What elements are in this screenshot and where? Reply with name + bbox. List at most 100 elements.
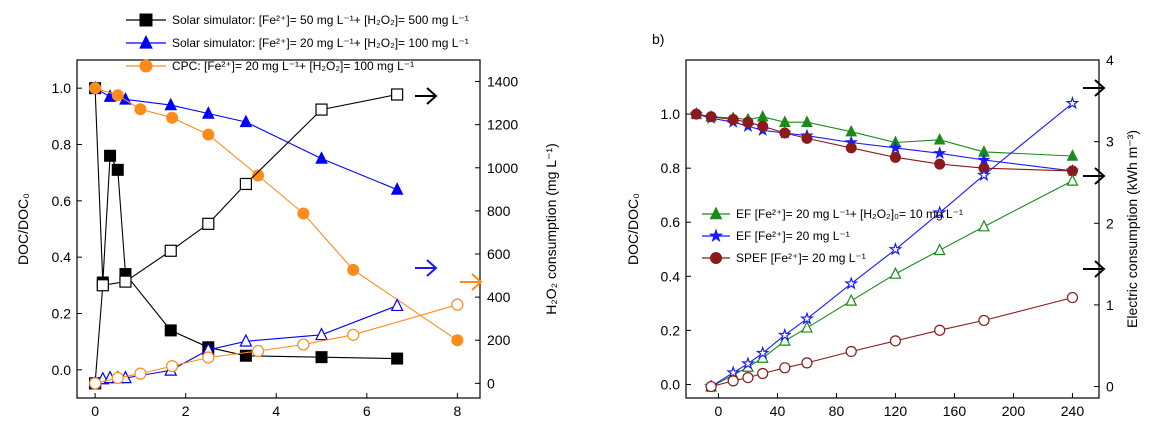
chart-panel-a: 0 2 4 6 8 0.0 0.2 0.4 0.6 0.8 1.0 0 200 400 600 800 1000… [15,13,559,424]
data-point [742,371,754,384]
data-point [779,362,791,374]
data-point [978,314,990,327]
legend-item: CPC: [Fe²⁺]= 20 mg L⁻¹+ [H₂O₂]= 100 mg L… [126,59,414,73]
data-point [756,109,769,122]
y-right-tick-label: 1 [1106,297,1114,313]
y-right-tick-label: 800 [487,203,511,219]
data-point [726,365,741,379]
data-point [347,328,360,341]
data-point [96,279,109,292]
data-point [976,167,991,182]
axis-arrow [1083,79,1106,97]
y-left-tick-label: 0.6 [661,214,681,230]
x-tick-label: 240 [1061,403,1085,419]
series-line [94,88,398,360]
data-point [134,367,147,380]
data-point [239,349,252,362]
data-point [111,163,124,176]
data-point [391,352,404,365]
legend-label: Solar simulator: [Fe²⁺]= 20 mg L⁻¹+ [H₂O… [172,36,469,50]
axis-arrow [415,87,438,105]
series-a-5 [89,298,464,390]
y-right-axis-label: H₂O₂ consumption (mg L⁻¹) [543,143,559,315]
data-point [934,324,946,336]
axis-arrow [1083,260,1106,278]
data-point [801,115,813,127]
data-point [202,128,215,141]
data-point [134,103,147,116]
x-tick-label: 120 [884,403,908,419]
y-left-tick-label: 0.2 [52,306,72,322]
data-point [889,266,902,279]
y-left-tick-label: 0.0 [661,376,681,392]
y-left-tick-label: 0.8 [52,137,72,153]
legend-label: EF [Fe²⁺]= 20 mg L⁻¹ [736,229,850,243]
x-tick-label: 80 [829,403,845,419]
data-point [89,377,102,390]
x-tick-label: 6 [363,403,371,419]
data-point [164,324,177,337]
series-b-0 [690,107,1079,161]
data-point [777,327,792,342]
axis-arrow [415,259,438,277]
legend-marker [710,252,722,264]
data-point [757,367,769,380]
data-point [104,149,117,162]
y-right-tick-label: 3 [1106,134,1114,150]
legend-item: Solar simulator: [Fe²⁺]= 20 mg L⁻¹+ [H₂O… [126,35,469,50]
data-point [1066,173,1079,186]
series-b-2 [690,108,1078,177]
y-left-tick-label: 0.4 [52,249,72,265]
x-tick-label: 0 [715,403,723,419]
data-point [1066,291,1079,304]
axis-arrow [1083,167,1106,185]
legend-marker [139,13,153,27]
data-point [347,263,360,276]
data-point [888,140,903,154]
legend-item: EF [Fe²⁺]= 20 mg L⁻¹ [702,228,850,243]
legend-label: Solar simulator: [Fe²⁺]= 50 mg L⁻¹+ [H₂O… [172,13,469,27]
data-point [391,88,404,101]
data-point [315,351,328,364]
data-point [844,276,859,290]
data-point [119,275,132,288]
legend-item: EF [Fe²⁺]= 20 mg L⁻¹+ [H₂O₂]₀= 10 mg L⁻¹ [702,206,963,221]
data-point [888,242,903,256]
y-left-tick-label: 1.0 [52,80,72,96]
y-right-tick-label: 4 [1106,52,1114,68]
plot-frame [76,59,481,399]
legend-marker [139,59,153,73]
legend-label: CPC: [Fe²⁺]= 20 mg L⁻¹+ [H₂O₂]= 100 mg L… [172,59,414,73]
x-tick-label: 200 [1002,403,1026,419]
series-line [94,304,458,384]
data-point [755,345,770,360]
data-point [742,116,754,128]
data-point [727,113,739,125]
data-point [297,207,310,220]
data-point [111,89,124,102]
legend-label: EF [Fe²⁺]= 20 mg L⁻¹+ [H₂O₂]₀= 10 mg L⁻¹ [736,207,963,221]
y-right-tick-label: 200 [487,332,511,348]
data-point [390,298,404,312]
data-point [889,151,901,163]
series-a-1 [88,80,404,195]
data-point [239,114,253,128]
data-point [801,357,813,369]
x-tick-label: 160 [943,403,967,419]
chart-panel-b: 0 40 80 120 160 200 240 0.0 0.2 0.4 0.6 0.8 1.0 0 1 2 3 4… [625,31,1140,424]
data-point [202,351,215,364]
y-right-tick-label: 1000 [487,160,518,176]
data-point [977,219,990,232]
data-point [845,345,857,358]
series-b-4 [704,95,1080,393]
y-right-tick-label: 400 [487,289,511,305]
data-point [778,333,791,346]
data-point [932,146,947,159]
series-line [94,87,458,341]
data-point [202,106,215,119]
y-left-tick-label: 0.4 [661,268,681,284]
data-point [252,344,265,358]
y-right-tick-label: 1400 [487,74,518,90]
data-point [1065,95,1080,110]
